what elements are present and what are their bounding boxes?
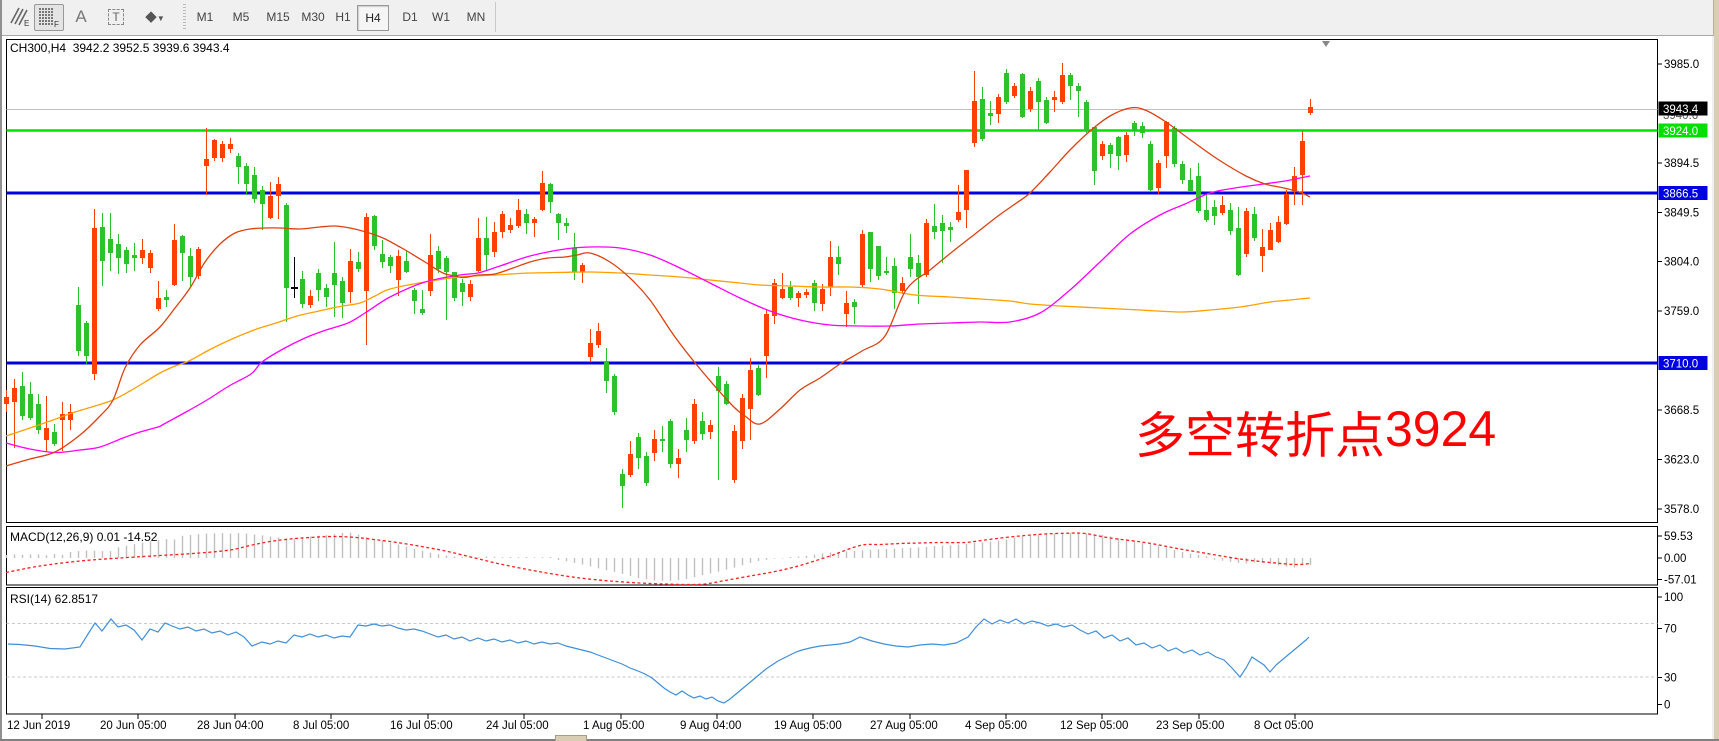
svg-text:24 Jul 05:00: 24 Jul 05:00 [486,720,549,732]
svg-text:3578.0: 3578.0 [1664,504,1699,516]
svg-text:MACD(12,26,9) 0.01 -14.52: MACD(12,26,9) 0.01 -14.52 [10,530,158,544]
svg-text:20 Jun 05:00: 20 Jun 05:00 [100,720,167,732]
svg-text:CH300,H4 3942.2 3952.5 3939.6: CH300,H4 3942.2 3952.5 3939.6 3943.4 [10,41,230,55]
svg-text:12 Sep 05:00: 12 Sep 05:00 [1060,720,1128,732]
svg-text:27 Aug 05:00: 27 Aug 05:00 [870,720,938,732]
svg-text:F: F [54,20,59,29]
svg-text:100: 100 [1664,592,1683,604]
svg-text:3943.4: 3943.4 [1663,104,1699,116]
svg-text:3710.0: 3710.0 [1663,359,1698,371]
svg-text:8 Jul 05:00: 8 Jul 05:00 [293,720,349,732]
svg-text:9 Aug 04:00: 9 Aug 04:00 [680,720,741,732]
svg-text:RSI(14) 62.8517: RSI(14) 62.8517 [10,592,98,606]
svg-text:3866.5: 3866.5 [1663,189,1698,201]
svg-text:3924: 3924 [1385,401,1496,457]
svg-text:0.00: 0.00 [1664,553,1686,565]
svg-text:19 Aug 05:00: 19 Aug 05:00 [774,720,842,732]
svg-text:12 Jun 2019: 12 Jun 2019 [7,720,70,732]
svg-text:4 Sep 05:00: 4 Sep 05:00 [965,720,1027,732]
svg-text:16 Jul 05:00: 16 Jul 05:00 [390,720,453,732]
svg-text:3924.0: 3924.0 [1663,126,1698,138]
svg-text:23 Sep 05:00: 23 Sep 05:00 [1156,720,1224,732]
svg-text:1 Aug 05:00: 1 Aug 05:00 [583,720,644,732]
svg-text:3759.0: 3759.0 [1664,306,1699,318]
svg-text:-57.01: -57.01 [1664,575,1697,587]
svg-text:0: 0 [1664,700,1670,712]
svg-text:3849.5: 3849.5 [1664,208,1699,220]
svg-text:3623.0: 3623.0 [1664,455,1699,467]
svg-text:28 Jun 04:00: 28 Jun 04:00 [197,720,264,732]
svg-text:70: 70 [1664,624,1677,636]
svg-text:3804.0: 3804.0 [1664,257,1699,269]
svg-text:59.53: 59.53 [1664,531,1693,543]
svg-text:3668.5: 3668.5 [1664,405,1699,417]
svg-text:8 Oct 05:00: 8 Oct 05:00 [1254,720,1313,732]
svg-text:E: E [24,19,29,28]
svg-text:3985.0: 3985.0 [1664,59,1699,71]
svg-text:3894.5: 3894.5 [1664,158,1699,170]
svg-text:30: 30 [1664,673,1677,685]
